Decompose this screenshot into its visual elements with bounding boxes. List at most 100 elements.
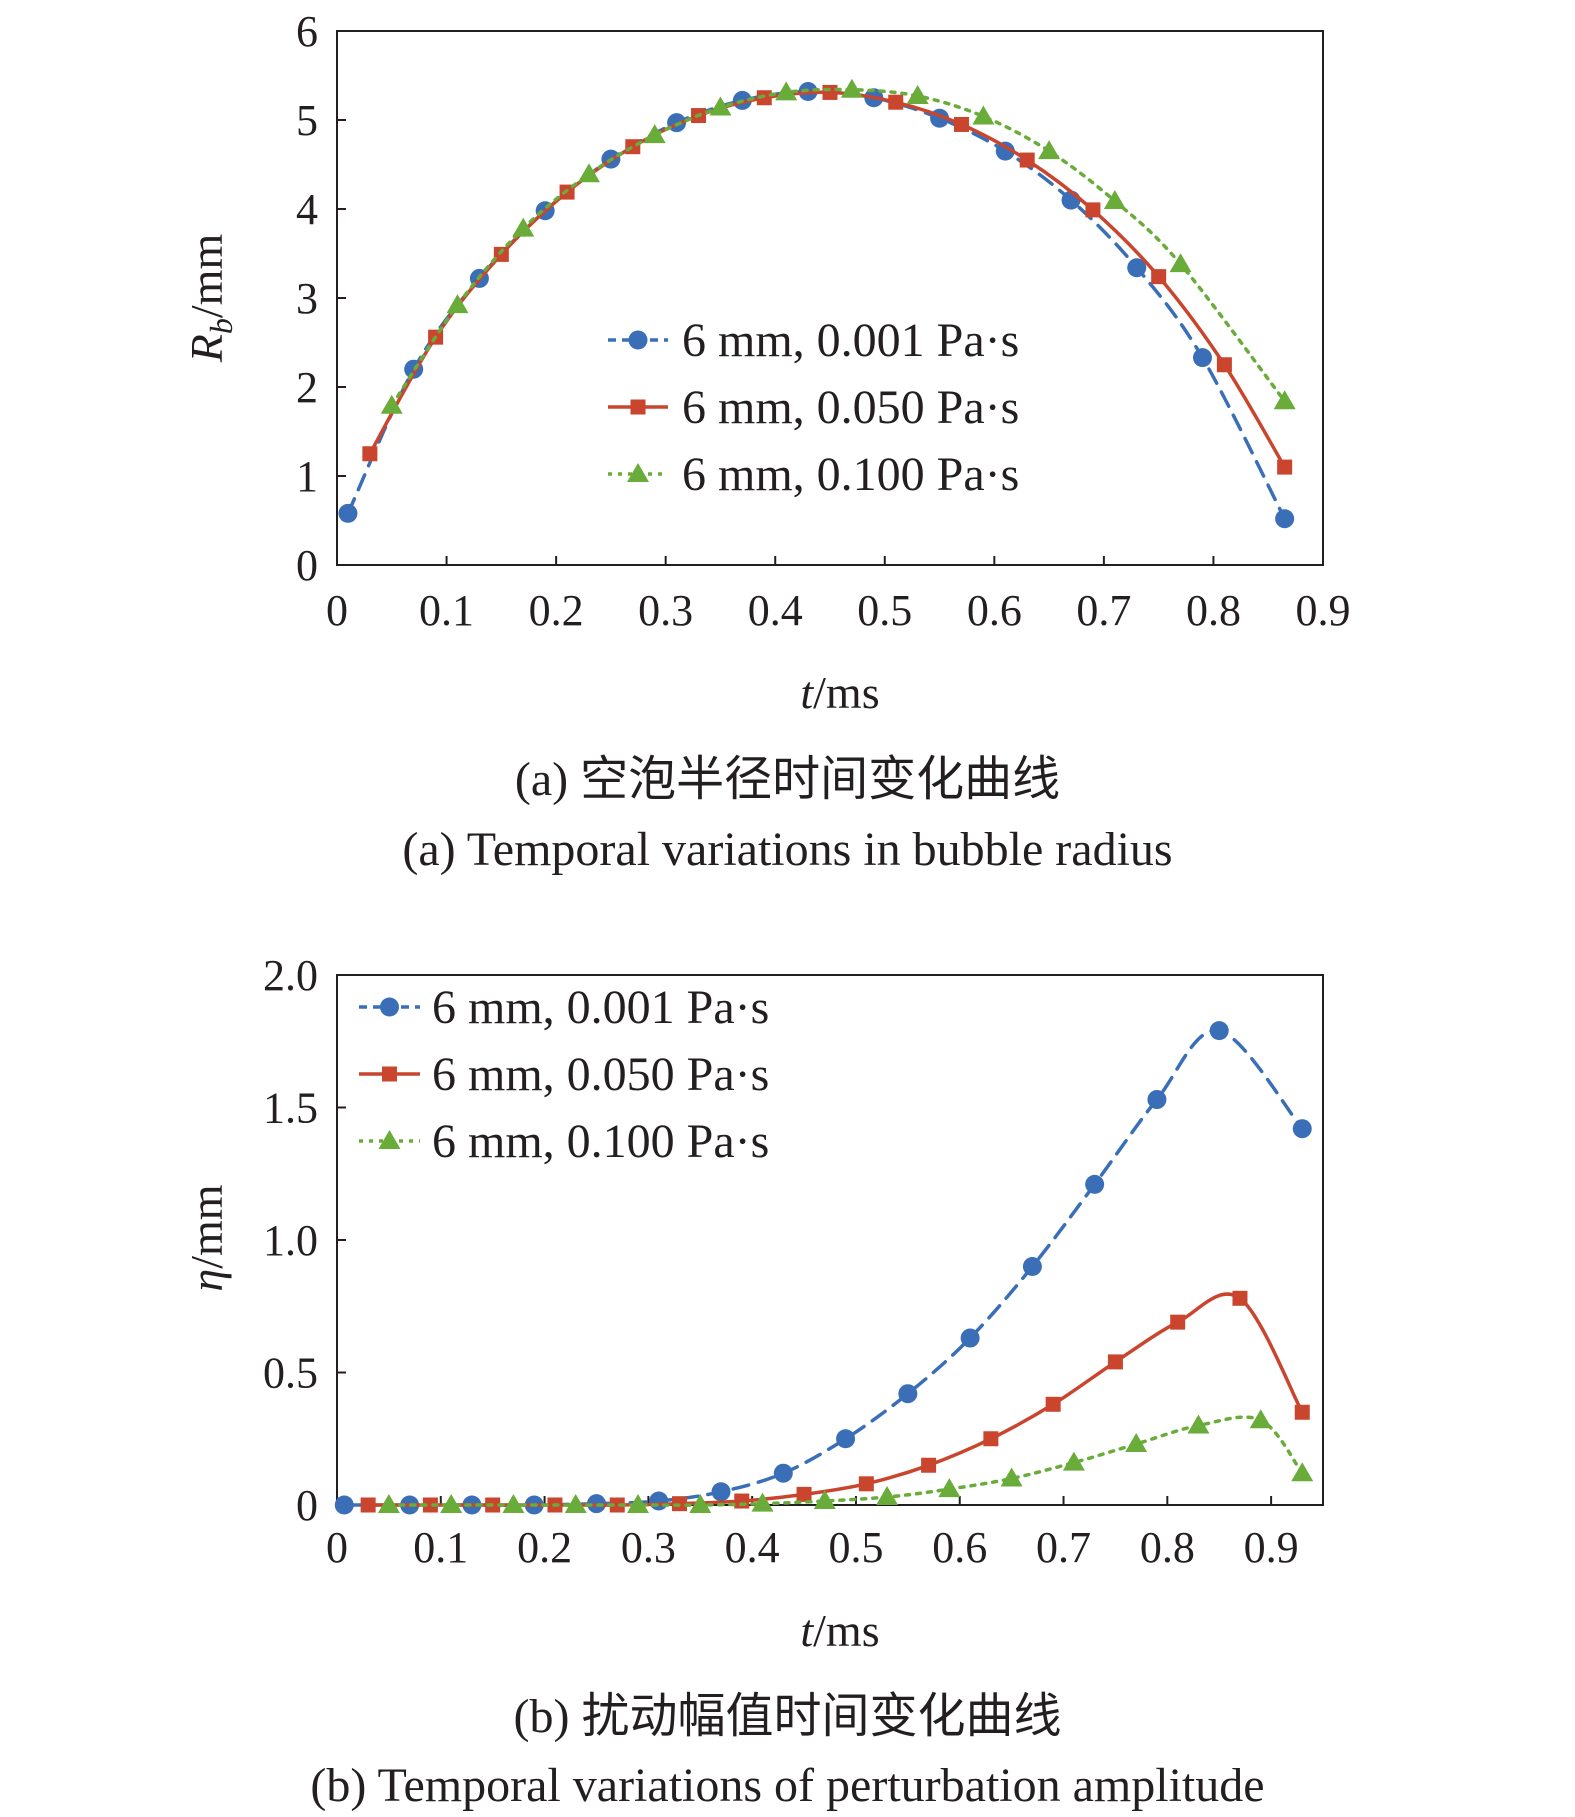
data-point-triangle [689,1494,712,1513]
x-tick-label: 0.7 [1036,1523,1091,1572]
legend-entry: 6 mm, 0.100 Pa·s [608,448,1019,501]
data-point-square [1045,1396,1061,1412]
data-point-square [1294,1404,1310,1420]
data-point-triangle [1249,1409,1272,1429]
legend-label: 6 mm, 0.100 Pa·s [682,448,1019,501]
data-point-triangle [972,105,995,125]
x-tick-label: 0.2 [517,1523,572,1572]
data-point-square [422,1497,438,1513]
x-tick-label: 0 [326,1523,348,1572]
data-point-circle [1127,258,1147,278]
data-point-triangle [1062,1451,1085,1471]
x-axis-var: t [800,1605,814,1656]
caption-a-english: (a) Temporal variations in bubble radius [402,823,1173,876]
y-tick-label: 1 [296,452,318,501]
data-point-triangle [876,1486,899,1506]
data-point-triangle [564,1494,587,1513]
legend-marker-triangle [627,463,649,482]
data-point-square [1085,202,1101,218]
y-tick-label: 0 [296,1481,318,1530]
y-axis-var: R [181,334,232,363]
data-point-circle [1147,1090,1167,1110]
x-tick-label: 0.1 [419,586,474,635]
data-point-square [796,1486,812,1502]
y-tick-label: 1.0 [263,1216,318,1265]
data-point-triangle [1125,1433,1148,1453]
data-point-square [493,246,509,262]
series-layer [334,1021,1314,1515]
x-tick-label: 0.6 [932,1523,987,1572]
data-point-triangle [512,217,535,237]
y-tick-label: 1.5 [263,1084,318,1133]
data-point-circle [836,1429,856,1449]
x-tick-label: 0.4 [748,586,803,635]
data-point-circle [995,141,1015,161]
series-triangle [377,1409,1314,1513]
legend-marker-square [382,1066,397,1082]
y-tick-label: 6 [296,7,318,56]
data-point-triangle [775,81,798,101]
legend-entry: 6 mm, 0.001 Pa·s [608,314,1019,367]
chart-perturbation-amplitude: 0 0.1 0.2 0.3 0.4 0.5 0.6 0.7 0.8 0.9 0 0.5 1.0 1.5 2.… [181,951,1324,1656]
caption-b-chinese: (b) 扰动幅值时间变化曲线 [513,1690,1062,1743]
axis-ticks: 0 0.1 0.2 0.3 0.4 0.5 0.6 0.7 0.8 0.9 0 1 2 3 4 5 6 [296,7,1351,635]
data-point-triangle [446,294,469,314]
data-point-circle [773,1463,793,1483]
data-point-square [953,116,969,132]
y-tick-label: 5 [296,96,318,145]
legend-marker-square [630,399,646,415]
x-axis-unit: /ms [813,1605,879,1656]
data-point-square [1170,1314,1186,1330]
data-point-triangle [377,1494,400,1513]
data-point-triangle [813,1490,836,1510]
y-axis-sub: b [203,318,239,334]
data-point-square [1151,269,1167,285]
data-point-square [1277,459,1293,475]
data-point-circle [1085,1174,1105,1194]
legend-label: 6 mm, 0.001 Pa·s [682,314,1019,367]
data-point-square [1232,1290,1248,1306]
x-tick-label: 0 [326,586,348,635]
legend-entry: 6 mm, 0.050 Pa·s [608,381,1019,434]
legend-entry: 6 mm, 0.050 Pa·s [359,1048,769,1101]
x-tick-label: 0.5 [857,586,912,635]
data-point-triangle [380,394,403,414]
y-axis-unit: /mm [181,1184,232,1269]
data-point-square [822,84,838,100]
data-point-square [734,1493,750,1509]
data-point-square [360,1497,376,1513]
data-point-triangle [840,78,863,98]
axis-ticks: 0 0.1 0.2 0.3 0.4 0.5 0.6 0.7 0.8 0.9 0 0.5 1.0 1.5 2.… [263,951,1299,1572]
legend-label: 6 mm, 0.050 Pa·s [432,1048,769,1101]
chart-bubble-radius: 0 0.1 0.2 0.3 0.4 0.5 0.6 0.7 0.8 0.9 0 1 2 3 4 5 6 6 mm… [181,7,1351,718]
data-point-triangle [1103,189,1126,209]
data-point-square [1107,1354,1123,1370]
data-point-circle [338,503,358,523]
data-point-triangle [709,96,732,116]
caption-a-chinese: (a) 空泡半径时间变化曲线 [514,753,1061,806]
x-tick-label: 0.3 [621,1523,676,1572]
data-point-circle [1292,1119,1312,1139]
x-tick-label: 0.9 [1244,1523,1299,1572]
data-point-square [625,139,641,155]
data-point-triangle [906,84,929,104]
legend-label: 6 mm, 0.001 Pa·s [432,981,769,1034]
data-point-square [1019,152,1035,168]
x-tick-label: 0.8 [1186,586,1241,635]
y-axis-label: Rb/mm [181,234,239,364]
x-tick-label: 0.1 [413,1523,468,1572]
y-axis-label: η/mm [181,1184,232,1291]
x-tick-label: 0.4 [725,1523,780,1572]
legend-label: 6 mm, 0.050 Pa·s [682,381,1019,434]
data-point-square [362,446,378,462]
y-tick-label: 2.0 [263,951,318,1000]
x-tick-label: 0.8 [1140,1523,1195,1572]
data-point-triangle [1187,1414,1210,1434]
legend-marker-circle [380,997,399,1017]
data-point-circle [1209,1021,1229,1041]
data-point-triangle [751,1492,774,1512]
data-point-square [888,94,904,110]
legend-marker-triangle [378,1130,401,1149]
x-axis-unit: /ms [813,667,879,718]
data-point-square [858,1476,874,1492]
